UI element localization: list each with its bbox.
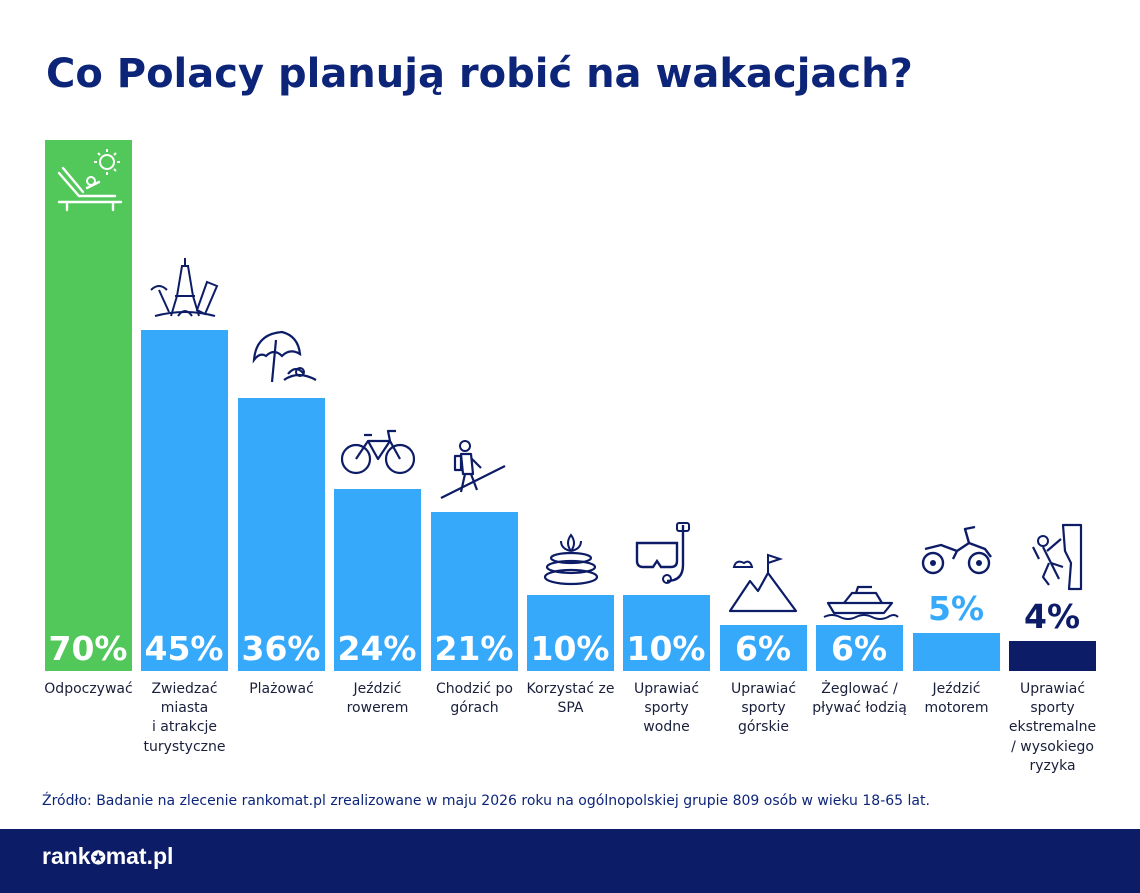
sun-lounger-icon [49,148,129,218]
value-label-10: 5% [927,589,985,629]
category-label-3: Plażować [249,681,314,697]
bicycle-icon [338,415,418,485]
value-label-4: 24% [337,629,417,668]
bar-3 [238,397,325,671]
category-label-5: Chodzić po górach [436,681,513,717]
footer-bar: rank✪mat.pl [0,829,1140,893]
bar-2 [141,329,228,671]
rankomat-logo[interactable]: rank✪mat.pl [42,843,173,870]
mountain-flag-icon [724,551,804,621]
value-label-5: 21% [434,629,514,668]
logo-star-icon: ✪ [90,848,106,868]
value-label-7: 10% [626,629,706,668]
eiffel-tower-icon [145,256,225,326]
motor-boat-icon [820,551,900,621]
snorkel-mask-icon [627,521,707,591]
value-label-11: 4% [1023,596,1081,636]
bar-5 [431,511,518,671]
bar-chart: 70% Odpoczywać 45% Zwiedzać miasta i atrakc… [0,120,1140,800]
logo-text-end: mat.pl [105,843,174,869]
bar-11 [1009,640,1096,671]
category-label-7: Uprawiać sporty wodne [633,681,700,736]
rock-climber-icon [1013,523,1093,593]
beach-umbrella-icon [242,324,322,394]
value-label-1: 70% [48,629,128,668]
bar-4 [334,488,421,671]
value-label-2: 45% [144,629,224,668]
bar-1 [45,140,132,671]
value-label-6: 10% [530,629,610,668]
bar-7 [623,595,710,671]
category-label-4: Jeździć rowerem [346,681,409,717]
category-label-1: Odpoczywać [44,681,133,697]
value-label-3: 36% [241,629,321,668]
category-label-9: Żeglować / pływać łodzią [812,681,907,717]
category-label-11: Uprawiać sporty ekstremalne / wysokiego … [1008,681,1097,774]
bar-8 [720,625,807,671]
category-label-2: Zwiedzać miasta i atrakcje turystyczne [143,681,226,755]
logo-text-start: rank [42,843,91,869]
value-label-9: 6% [830,629,888,668]
source-note: Źródło: Badanie na zlecenie rankomat.pl … [42,793,930,809]
value-label-8: 6% [734,629,792,668]
bar-9 [816,625,903,671]
spa-stones-icon [531,521,611,591]
chart-title: Co Polacy planują robić na wakacjach? [46,51,913,97]
category-label-8: Uprawiać sporty górskie [730,681,797,736]
quad-bike-icon [917,515,997,585]
category-label-6: Korzystać ze SPA [526,681,615,717]
bar-10 [913,633,1000,671]
category-label-10: Jeździć motorem [924,681,989,717]
hiker-icon [435,438,515,508]
bar-6 [527,595,614,671]
